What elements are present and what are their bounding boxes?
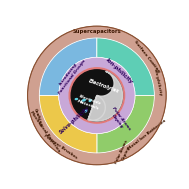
Circle shape: [69, 68, 125, 123]
Text: Polar Atoms
Doping: Polar Atoms Doping: [108, 106, 131, 133]
Polygon shape: [88, 71, 122, 121]
Wedge shape: [97, 95, 154, 153]
Text: Grafting: Grafting: [32, 107, 43, 127]
Text: Solvo-philicity: Solvo-philicity: [59, 105, 91, 135]
Text: Metal Ion Batteries: Metal Ion Batteries: [127, 118, 167, 150]
Wedge shape: [97, 38, 154, 95]
Text: Supercapacitors: Supercapacitors: [73, 29, 121, 34]
Wedge shape: [28, 26, 166, 165]
Circle shape: [71, 70, 122, 121]
Ellipse shape: [89, 100, 91, 101]
Text: Electrolytes: Electrolytes: [88, 78, 120, 94]
Text: Polymer Brushes: Polymer Brushes: [43, 134, 78, 160]
Text: Ion-philicity: Ion-philicity: [105, 58, 134, 85]
Wedge shape: [59, 57, 135, 134]
Text: Surface Coating: Surface Coating: [133, 40, 160, 74]
Text: Ion-philicity: Ion-philicity: [153, 68, 163, 97]
Ellipse shape: [75, 98, 77, 100]
Ellipse shape: [85, 110, 87, 112]
Text: Polar Atoms
Doping: Polar Atoms Doping: [114, 139, 133, 166]
Text: Introducing
Functional Groups: Introducing Functional Groups: [54, 56, 87, 95]
Ellipse shape: [82, 99, 85, 101]
Wedge shape: [39, 95, 97, 153]
Wedge shape: [39, 38, 97, 95]
Text: Electrode
Materials: Electrode Materials: [77, 94, 102, 110]
Text: Mechanical Batteries: Mechanical Batteries: [29, 110, 61, 153]
